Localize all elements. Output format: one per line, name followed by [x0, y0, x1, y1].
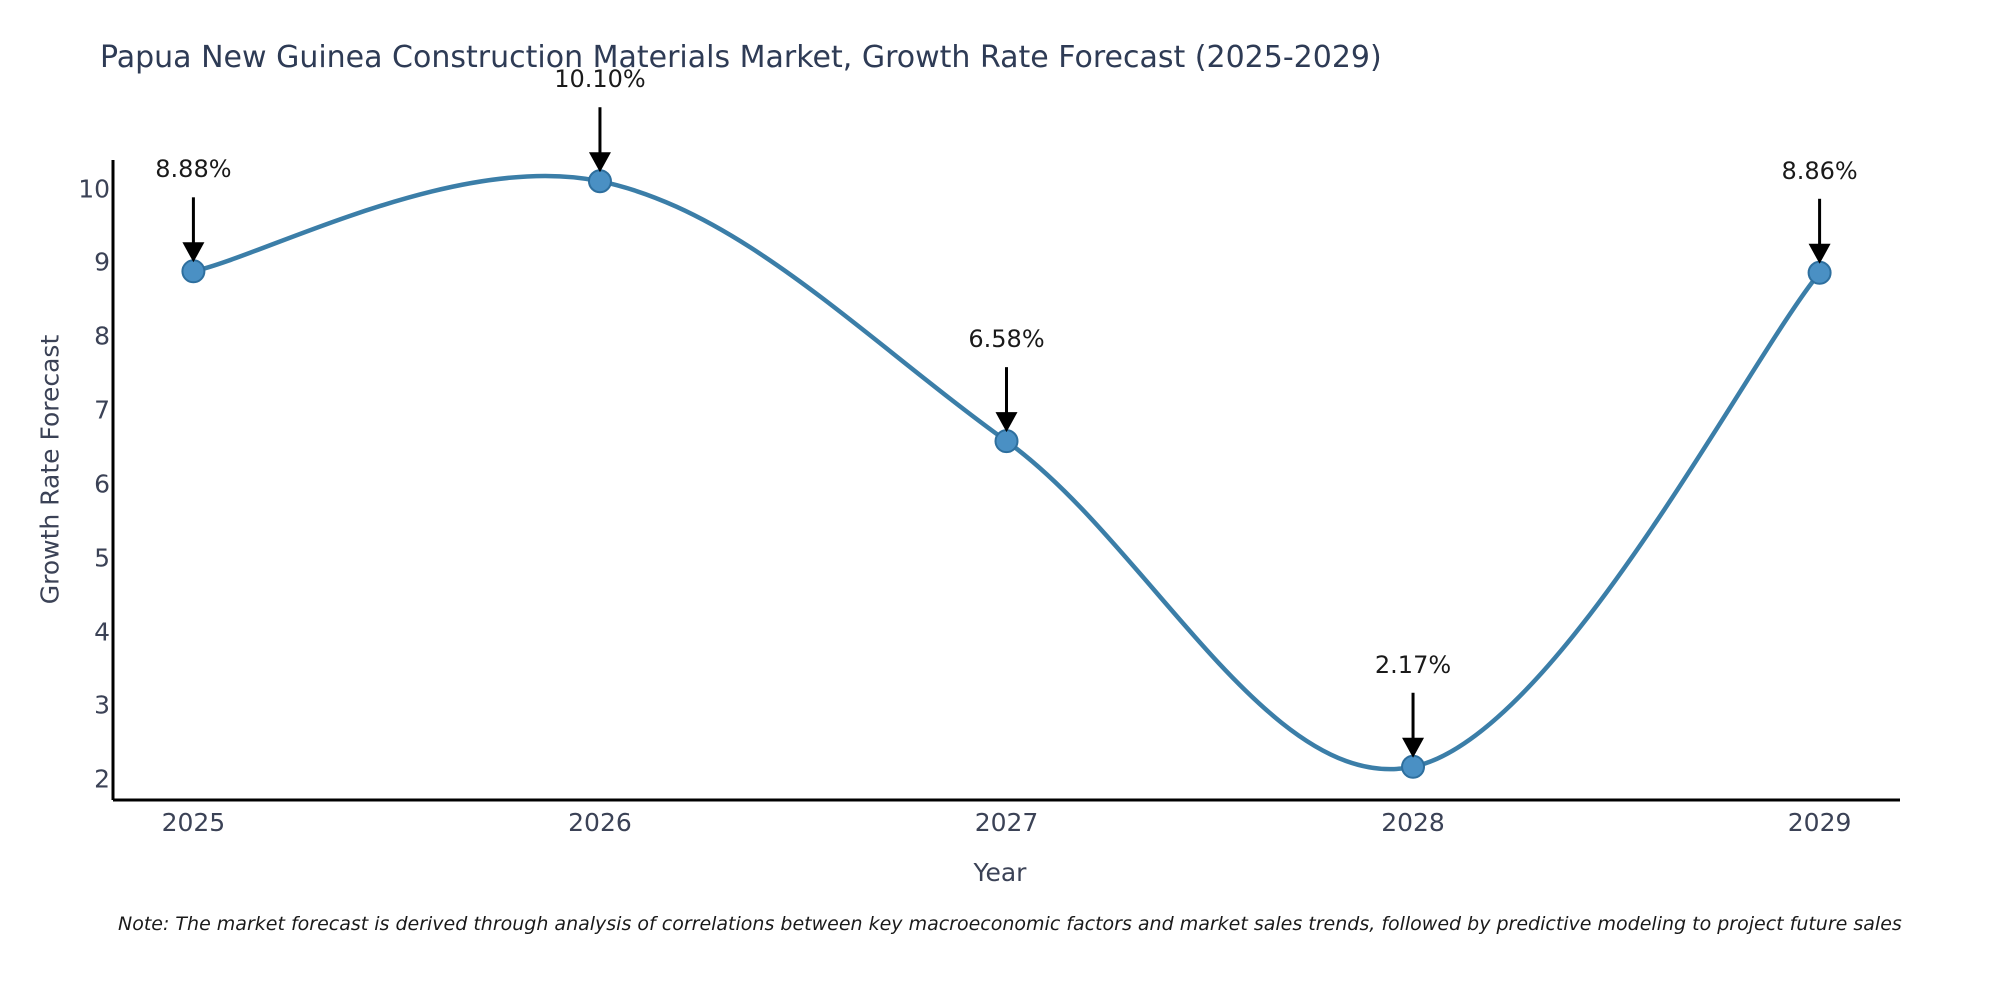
- data-point-label: 6.58%: [968, 325, 1045, 354]
- data-point-label: 8.86%: [1781, 156, 1858, 185]
- annotation-arrow-head: [588, 152, 611, 173]
- data-point-label: 2.17%: [1374, 650, 1452, 679]
- annotation-arrow-head: [1402, 737, 1425, 758]
- x-axis-label: Year: [973, 858, 1027, 887]
- data-point-marker[interactable]: [1807, 260, 1832, 285]
- annotation-arrow-head: [1808, 243, 1831, 264]
- x-tick-label: 2025: [161, 808, 226, 837]
- y-axis-tick-labels: 10 9 8 7 6 5 4 3 2: [45, 0, 110, 1000]
- data-point-marker[interactable]: [994, 429, 1019, 454]
- x-tick-label: 2029: [1787, 808, 1852, 837]
- y-tick-label: 8: [94, 321, 110, 351]
- y-tick-label: 4: [94, 617, 110, 647]
- footnote: Note: The market forecast is derived thr…: [118, 913, 1902, 935]
- x-tick-label: 2028: [1381, 808, 1445, 837]
- y-tick-label: 7: [94, 395, 110, 425]
- chart-title: Papua New Guinea Construction Materials …: [100, 40, 1382, 75]
- annotation-arrow-head: [182, 242, 205, 263]
- data-point-label: 8.88%: [155, 155, 232, 184]
- series-line: [191, 173, 1822, 772]
- data-point-marker[interactable]: [181, 259, 206, 284]
- y-tick-label: 10: [78, 174, 110, 204]
- y-tick-label: 3: [94, 690, 110, 720]
- y-tick-label: 9: [94, 247, 110, 277]
- x-tick-label: 2027: [974, 808, 1039, 837]
- y-tick-label: 5: [94, 543, 110, 573]
- data-series-line: [191, 173, 1822, 772]
- data-point-label: 10.10%: [554, 65, 646, 94]
- y-tick-label: 2: [94, 764, 110, 794]
- y-tick-label: 6: [94, 469, 110, 499]
- data-point-marker[interactable]: [1401, 754, 1426, 779]
- data-point-markers: [181, 169, 1832, 779]
- annotation-arrow-head: [995, 412, 1018, 433]
- x-tick-label: 2026: [568, 808, 632, 837]
- data-point-marker[interactable]: [587, 169, 612, 194]
- annotation-arrows: [182, 107, 1831, 758]
